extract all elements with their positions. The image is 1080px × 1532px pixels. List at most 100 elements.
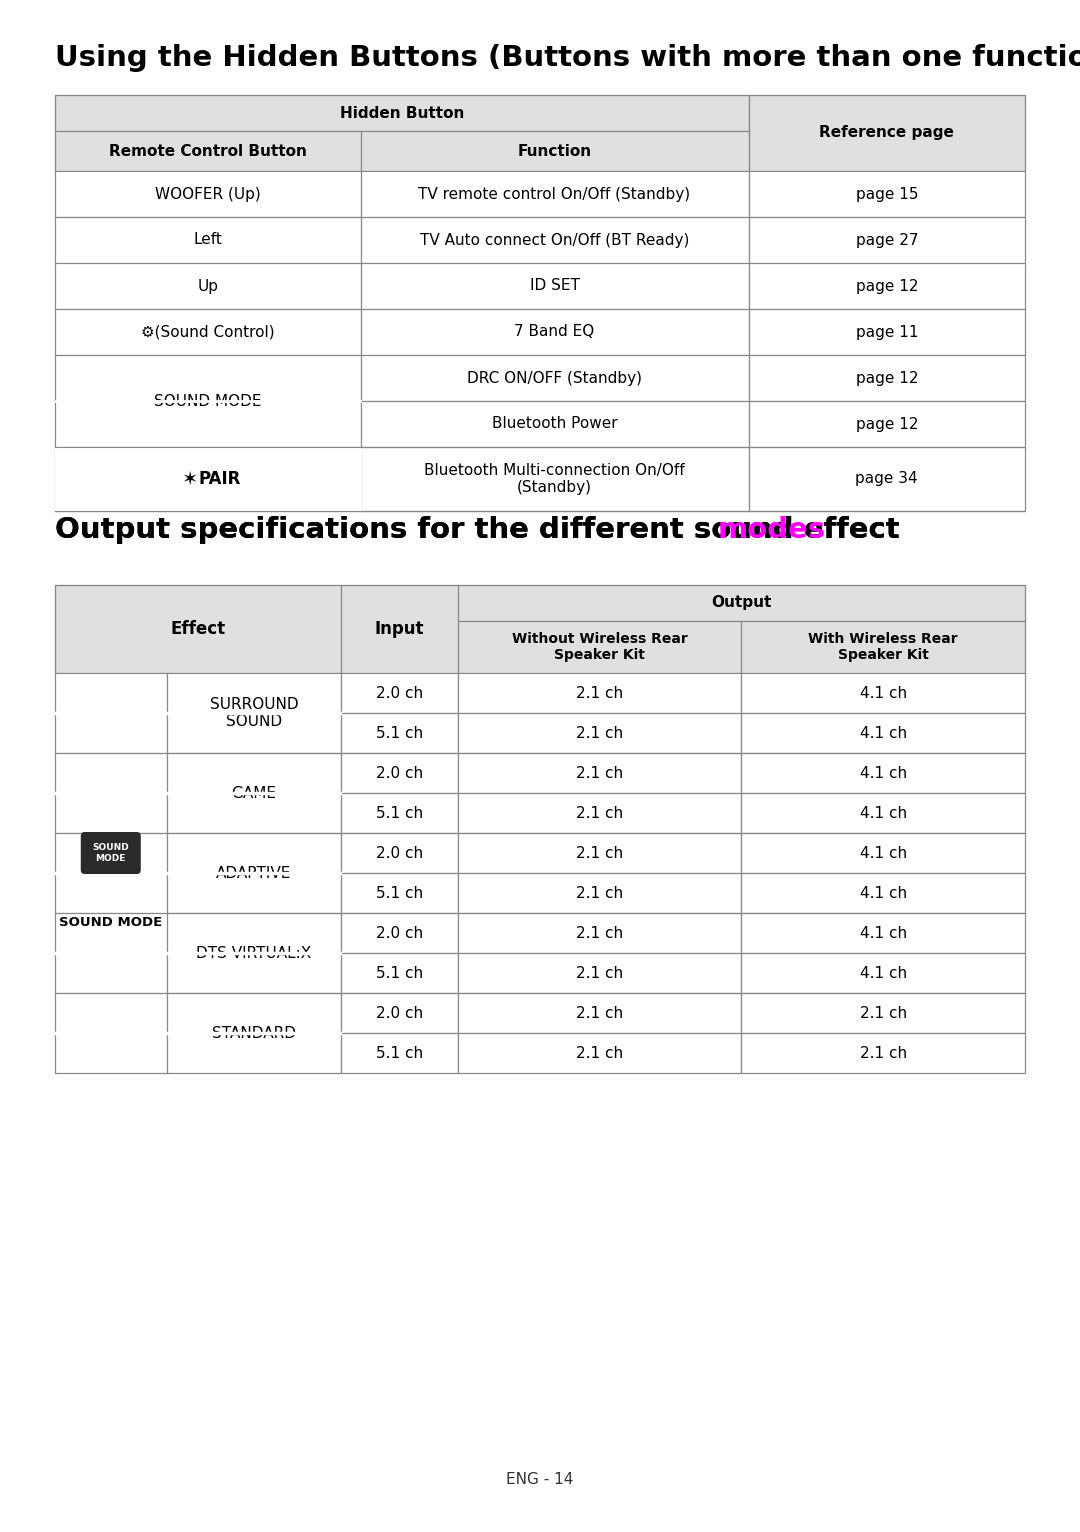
- Text: 4.1 ch: 4.1 ch: [860, 685, 907, 700]
- FancyBboxPatch shape: [81, 832, 140, 873]
- Bar: [741, 754, 1025, 794]
- Bar: [741, 1033, 1025, 1072]
- Text: 2.1 ch: 2.1 ch: [576, 846, 623, 861]
- Text: Bluetooth Power: Bluetooth Power: [491, 417, 618, 432]
- Text: 2.1 ch: 2.1 ch: [576, 726, 623, 740]
- Bar: [741, 993, 1025, 1033]
- Text: 5.1 ch: 5.1 ch: [376, 1045, 423, 1060]
- Bar: [741, 673, 1025, 712]
- Text: page 12: page 12: [855, 279, 918, 294]
- Bar: [341, 754, 458, 794]
- Text: DRC ON/OFF (Standby): DRC ON/OFF (Standby): [467, 371, 642, 386]
- Text: GAME: GAME: [231, 786, 276, 801]
- Bar: [55, 833, 166, 913]
- Text: SURROUND
SOUND: SURROUND SOUND: [210, 697, 298, 729]
- Text: Output specifications for the different sound effect: Output specifications for the different …: [55, 516, 909, 544]
- Text: Using the Hidden Buttons (Buttons with more than one function): Using the Hidden Buttons (Buttons with m…: [55, 44, 1080, 72]
- Bar: [748, 355, 1025, 401]
- Text: TV remote control On/Off (Standby): TV remote control On/Off (Standby): [418, 187, 690, 202]
- Bar: [748, 95, 1025, 172]
- Bar: [55, 447, 361, 512]
- Text: TV Auto connect On/Off (BT Ready): TV Auto connect On/Off (BT Ready): [420, 233, 689, 248]
- Bar: [361, 264, 748, 309]
- Text: 2.1 ch: 2.1 ch: [860, 1005, 907, 1020]
- Text: 4.1 ch: 4.1 ch: [860, 766, 907, 780]
- Bar: [458, 913, 741, 953]
- Text: 2.1 ch: 2.1 ch: [576, 925, 623, 941]
- Bar: [458, 794, 741, 833]
- Bar: [361, 447, 748, 512]
- Bar: [458, 873, 741, 913]
- Bar: [55, 401, 361, 447]
- Text: 2.1 ch: 2.1 ch: [860, 1045, 907, 1060]
- Text: Reference page: Reference page: [820, 126, 955, 141]
- Bar: [741, 953, 1025, 993]
- Bar: [458, 620, 741, 673]
- Text: ⎌: ⎌: [197, 469, 210, 489]
- Text: page 27: page 27: [855, 233, 918, 248]
- Text: ⚙︎(Sound Control): ⚙︎(Sound Control): [141, 325, 274, 340]
- Bar: [361, 309, 748, 355]
- Bar: [55, 172, 361, 218]
- Bar: [361, 172, 748, 218]
- Text: PAIR: PAIR: [199, 470, 241, 489]
- Bar: [361, 355, 748, 401]
- Text: 4.1 ch: 4.1 ch: [860, 885, 907, 901]
- Text: 4.1 ch: 4.1 ch: [860, 925, 907, 941]
- Bar: [55, 585, 1025, 1072]
- Text: modes: modes: [717, 516, 826, 544]
- Text: 5.1 ch: 5.1 ch: [376, 726, 423, 740]
- Bar: [748, 218, 1025, 264]
- Bar: [361, 132, 748, 172]
- Text: Without Wireless Rear
Speaker Kit: Without Wireless Rear Speaker Kit: [512, 631, 687, 662]
- Bar: [55, 447, 361, 512]
- Bar: [166, 673, 341, 754]
- Text: ID SET: ID SET: [529, 279, 580, 294]
- Bar: [166, 913, 341, 993]
- Bar: [341, 712, 458, 754]
- Text: 2.1 ch: 2.1 ch: [576, 806, 623, 821]
- Bar: [748, 172, 1025, 218]
- Bar: [55, 585, 1025, 673]
- Bar: [341, 953, 458, 993]
- Text: Input: Input: [375, 620, 424, 637]
- Bar: [55, 95, 1025, 512]
- Bar: [341, 673, 458, 712]
- Text: SOUND
MODE: SOUND MODE: [93, 843, 130, 863]
- Text: page 11: page 11: [855, 325, 918, 340]
- Bar: [341, 794, 458, 833]
- Text: Output: Output: [711, 596, 771, 610]
- Bar: [458, 833, 741, 873]
- Bar: [741, 873, 1025, 913]
- Bar: [55, 218, 361, 264]
- Text: 2.1 ch: 2.1 ch: [576, 1045, 623, 1060]
- Text: SOUND MODE: SOUND MODE: [154, 394, 261, 409]
- Text: 2.0 ch: 2.0 ch: [376, 685, 423, 700]
- Bar: [166, 993, 341, 1072]
- Bar: [55, 132, 361, 172]
- Bar: [55, 264, 361, 309]
- Text: 2.0 ch: 2.0 ch: [376, 925, 423, 941]
- Bar: [458, 1033, 741, 1072]
- Bar: [458, 712, 741, 754]
- Text: ✶: ✶: [181, 469, 198, 489]
- Text: 5.1 ch: 5.1 ch: [376, 965, 423, 980]
- Text: 2.0 ch: 2.0 ch: [376, 1005, 423, 1020]
- Text: page 12: page 12: [855, 371, 918, 386]
- Bar: [55, 95, 748, 132]
- Bar: [341, 585, 458, 673]
- Text: 2.0 ch: 2.0 ch: [376, 766, 423, 780]
- Bar: [458, 993, 741, 1033]
- Bar: [458, 953, 741, 993]
- Text: ADAPTIVE: ADAPTIVE: [216, 866, 292, 881]
- Text: With Wireless Rear
Speaker Kit: With Wireless Rear Speaker Kit: [808, 631, 958, 662]
- Bar: [741, 794, 1025, 833]
- Text: page 34: page 34: [855, 472, 918, 487]
- Bar: [741, 913, 1025, 953]
- Bar: [55, 993, 166, 1072]
- Bar: [458, 585, 1025, 620]
- Text: 5.1 ch: 5.1 ch: [376, 885, 423, 901]
- Bar: [55, 309, 361, 355]
- Text: ENG - 14: ENG - 14: [507, 1472, 573, 1488]
- Text: 5.1 ch: 5.1 ch: [376, 806, 423, 821]
